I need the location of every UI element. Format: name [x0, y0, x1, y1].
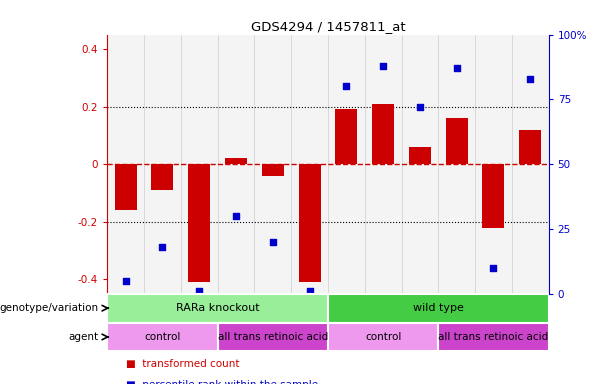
Bar [409, 147, 431, 164]
Text: ■  transformed count: ■ transformed count [126, 359, 239, 369]
Bar [438, 35, 475, 294]
Point [158, 244, 167, 250]
Bar [144, 35, 181, 294]
Bar [107, 323, 218, 351]
Bar [372, 104, 394, 164]
Bar [262, 164, 284, 176]
Point [452, 65, 462, 71]
Point [341, 83, 351, 89]
Bar [446, 118, 468, 164]
Bar [365, 35, 402, 294]
Point [194, 288, 204, 294]
Point [305, 288, 314, 294]
Bar [438, 323, 549, 351]
Text: RARa knockout: RARa knockout [176, 303, 259, 313]
Text: all trans retinoic acid: all trans retinoic acid [438, 332, 549, 342]
Text: wild type: wild type [413, 303, 463, 313]
Bar [151, 164, 173, 190]
Bar [482, 164, 504, 227]
Bar [225, 159, 247, 164]
Bar [328, 323, 438, 351]
Point [268, 239, 278, 245]
Point [231, 213, 241, 219]
Bar [475, 35, 512, 294]
Bar [519, 130, 541, 164]
Bar [402, 35, 438, 294]
Bar [115, 164, 137, 210]
Text: ■  percentile rank within the sample: ■ percentile rank within the sample [126, 380, 318, 384]
Bar [107, 35, 144, 294]
Text: agent: agent [68, 332, 99, 342]
Point [415, 104, 425, 110]
Text: control: control [144, 332, 181, 342]
Text: control: control [365, 332, 402, 342]
Bar [335, 109, 357, 164]
Bar [254, 35, 291, 294]
Bar [181, 35, 218, 294]
Bar [218, 323, 328, 351]
Point [525, 76, 535, 82]
Bar [328, 35, 365, 294]
Bar [512, 35, 549, 294]
Bar [107, 294, 328, 323]
Bar [328, 294, 549, 323]
Bar [291, 35, 328, 294]
Point [378, 63, 388, 69]
Point [121, 278, 131, 284]
Bar [188, 164, 210, 282]
Bar [218, 35, 254, 294]
Point [489, 265, 498, 271]
Title: GDS4294 / 1457811_at: GDS4294 / 1457811_at [251, 20, 405, 33]
Bar [299, 164, 321, 282]
Text: all trans retinoic acid: all trans retinoic acid [218, 332, 328, 342]
Text: genotype/variation: genotype/variation [0, 303, 99, 313]
